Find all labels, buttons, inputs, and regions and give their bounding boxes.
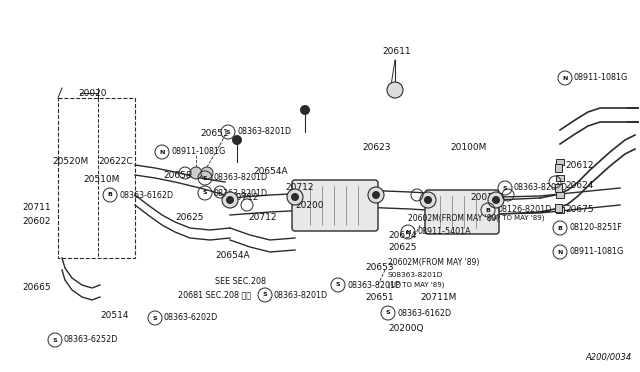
- Text: 20654: 20654: [388, 231, 417, 240]
- Text: 20602: 20602: [22, 218, 51, 227]
- Text: 20711: 20711: [22, 203, 51, 212]
- Text: 20681 SEC.208 表冊: 20681 SEC.208 表冊: [178, 291, 251, 299]
- Text: 20712: 20712: [230, 193, 259, 202]
- Text: N: N: [405, 230, 411, 234]
- Text: 08120-8251F: 08120-8251F: [569, 224, 621, 232]
- Text: 20625: 20625: [388, 244, 417, 253]
- Text: 20665: 20665: [22, 282, 51, 292]
- Text: S: S: [502, 186, 508, 190]
- Text: S: S: [262, 292, 268, 298]
- Text: 08126-8201D: 08126-8201D: [497, 205, 551, 215]
- Text: 08363-8201D: 08363-8201D: [347, 280, 401, 289]
- Bar: [555, 164, 562, 172]
- Circle shape: [368, 187, 384, 203]
- Text: S: S: [52, 337, 58, 343]
- Circle shape: [226, 196, 234, 204]
- Text: S: S: [203, 176, 207, 180]
- Text: 20510M: 20510M: [83, 176, 120, 185]
- Text: 08363-8201D: 08363-8201D: [514, 183, 568, 192]
- Text: (UP TO MAY '89): (UP TO MAY '89): [388, 282, 445, 288]
- Text: 08363-6202D: 08363-6202D: [164, 314, 218, 323]
- Text: 08363-6252D: 08363-6252D: [64, 336, 118, 344]
- Text: 20200: 20200: [295, 201, 323, 209]
- Bar: [555, 204, 562, 212]
- Text: 20602M(FROM MAY '89): 20602M(FROM MAY '89): [408, 214, 499, 222]
- Text: 20623: 20623: [362, 144, 390, 153]
- Text: 08363-8201D: 08363-8201D: [274, 291, 328, 299]
- Circle shape: [291, 193, 299, 201]
- Text: 08363-8201D: 08363-8201D: [214, 189, 268, 198]
- FancyBboxPatch shape: [292, 180, 378, 231]
- Text: 20654A: 20654A: [215, 250, 250, 260]
- Text: 20712: 20712: [285, 183, 314, 192]
- Text: 20651: 20651: [365, 294, 394, 302]
- Text: 08911-5401A: 08911-5401A: [417, 228, 470, 237]
- Text: 20675: 20675: [565, 205, 594, 215]
- Text: A200/0034: A200/0034: [586, 353, 632, 362]
- Text: 20200Q: 20200Q: [388, 324, 424, 333]
- Text: B: B: [108, 192, 113, 198]
- Circle shape: [190, 167, 202, 179]
- Text: 08363-6162D: 08363-6162D: [119, 190, 173, 199]
- Text: B: B: [557, 225, 563, 231]
- Text: 20658N: 20658N: [163, 170, 198, 180]
- Bar: [556, 159, 564, 165]
- Text: 20624: 20624: [565, 180, 593, 189]
- Text: 08911-1081G: 08911-1081G: [569, 247, 623, 257]
- Circle shape: [287, 189, 303, 205]
- Text: 20611: 20611: [382, 48, 411, 57]
- Text: B: B: [486, 208, 490, 212]
- Text: 08911-1081G: 08911-1081G: [574, 74, 628, 83]
- Circle shape: [488, 192, 504, 208]
- Circle shape: [232, 135, 242, 145]
- Text: N: N: [557, 250, 563, 254]
- Bar: [556, 207, 564, 213]
- Text: 20514: 20514: [100, 311, 129, 320]
- Text: 20020: 20020: [78, 89, 106, 97]
- Text: 08911-1081G: 08911-1081G: [171, 148, 225, 157]
- Text: 20625: 20625: [175, 212, 204, 221]
- Text: S: S: [386, 311, 390, 315]
- Text: 20711M: 20711M: [420, 294, 456, 302]
- Text: 20654A: 20654A: [253, 167, 287, 176]
- Text: 20100M: 20100M: [450, 144, 486, 153]
- Text: 20520M: 20520M: [52, 157, 88, 167]
- Text: 20712: 20712: [248, 214, 276, 222]
- Circle shape: [222, 192, 238, 208]
- Bar: [556, 175, 564, 181]
- Text: 08363-6162D: 08363-6162D: [397, 308, 451, 317]
- Circle shape: [492, 196, 500, 204]
- Text: S08363-8201D: S08363-8201D: [388, 272, 444, 278]
- Circle shape: [420, 192, 436, 208]
- Text: S: S: [226, 129, 230, 135]
- Circle shape: [372, 191, 380, 199]
- FancyBboxPatch shape: [425, 190, 499, 234]
- Text: SEE SEC.208: SEE SEC.208: [215, 278, 266, 286]
- Text: 20622C: 20622C: [98, 157, 132, 167]
- Circle shape: [201, 167, 213, 179]
- Text: 20602M(FROM MAY '89): 20602M(FROM MAY '89): [388, 257, 479, 266]
- Circle shape: [387, 82, 403, 98]
- Text: N: N: [159, 150, 164, 154]
- Text: (UP TO MAY '89): (UP TO MAY '89): [488, 215, 545, 221]
- Text: S: S: [153, 315, 157, 321]
- Text: 08363-8201D: 08363-8201D: [237, 128, 291, 137]
- Text: N: N: [563, 76, 568, 80]
- Text: 20010A: 20010A: [470, 193, 505, 202]
- Text: 20651: 20651: [200, 128, 228, 138]
- Bar: [556, 192, 564, 198]
- Bar: [555, 184, 562, 192]
- Text: S: S: [336, 282, 340, 288]
- Circle shape: [424, 196, 432, 204]
- Text: 08363-8201D: 08363-8201D: [214, 173, 268, 183]
- Text: 20653: 20653: [365, 263, 394, 273]
- Text: S: S: [203, 190, 207, 196]
- Text: 20612: 20612: [565, 160, 593, 170]
- Circle shape: [300, 105, 310, 115]
